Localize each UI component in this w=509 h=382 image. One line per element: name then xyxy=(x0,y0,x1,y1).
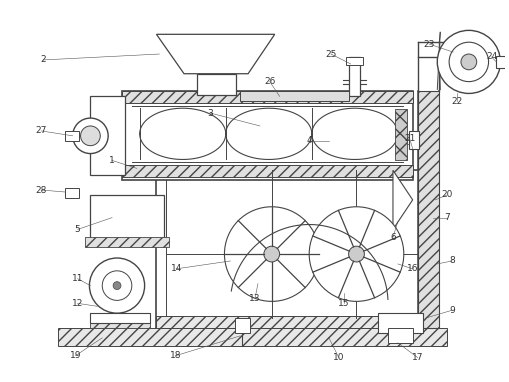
Text: 8: 8 xyxy=(449,256,455,265)
Bar xyxy=(91,96,125,175)
Text: 25: 25 xyxy=(325,50,336,58)
Bar xyxy=(235,318,250,333)
Bar xyxy=(122,165,413,177)
Text: 13: 13 xyxy=(249,294,261,303)
Bar xyxy=(156,316,428,328)
Circle shape xyxy=(437,31,500,94)
Text: 15: 15 xyxy=(338,299,350,308)
Bar xyxy=(240,91,349,101)
Bar xyxy=(65,131,78,141)
Text: 22: 22 xyxy=(451,97,463,106)
Bar xyxy=(91,313,150,328)
Bar xyxy=(91,195,164,239)
Bar xyxy=(58,328,447,346)
Bar xyxy=(86,237,169,247)
Circle shape xyxy=(80,126,100,146)
Text: 27: 27 xyxy=(36,126,47,135)
Circle shape xyxy=(113,282,121,290)
Circle shape xyxy=(309,207,404,301)
Text: 6: 6 xyxy=(390,233,396,242)
Text: 20: 20 xyxy=(441,191,453,199)
Text: 17: 17 xyxy=(412,353,423,362)
Text: 1: 1 xyxy=(109,156,115,165)
Bar xyxy=(378,313,422,333)
Bar xyxy=(388,328,413,343)
Bar xyxy=(349,57,360,96)
Polygon shape xyxy=(393,170,413,230)
Circle shape xyxy=(461,54,477,70)
Text: 5: 5 xyxy=(75,225,80,234)
Text: 24: 24 xyxy=(486,52,497,62)
Text: 21: 21 xyxy=(404,134,415,143)
Bar xyxy=(346,57,363,65)
Text: 2: 2 xyxy=(40,55,46,65)
Text: 11: 11 xyxy=(72,274,83,283)
Circle shape xyxy=(264,246,279,262)
Text: 7: 7 xyxy=(444,213,450,222)
Text: 23: 23 xyxy=(423,40,435,49)
Bar xyxy=(156,170,428,328)
Polygon shape xyxy=(156,34,275,74)
Text: 9: 9 xyxy=(449,306,455,315)
Text: 3: 3 xyxy=(208,108,213,118)
Bar xyxy=(417,170,437,328)
Circle shape xyxy=(349,246,364,262)
Circle shape xyxy=(102,271,132,300)
Bar xyxy=(91,313,150,323)
Circle shape xyxy=(90,258,145,313)
Bar xyxy=(496,56,509,68)
Text: 10: 10 xyxy=(333,353,345,362)
Circle shape xyxy=(73,118,108,154)
Circle shape xyxy=(449,42,489,82)
Text: 19: 19 xyxy=(70,351,81,360)
Text: 28: 28 xyxy=(36,186,47,194)
Text: 26: 26 xyxy=(264,77,275,86)
Bar xyxy=(197,74,236,96)
Text: 4: 4 xyxy=(306,136,312,145)
Bar xyxy=(417,91,439,328)
Text: 12: 12 xyxy=(72,299,83,308)
Text: 16: 16 xyxy=(407,264,418,274)
Bar xyxy=(122,91,413,180)
Text: 18: 18 xyxy=(171,351,182,360)
Text: 14: 14 xyxy=(171,264,182,274)
Circle shape xyxy=(224,207,319,301)
Bar xyxy=(122,91,413,103)
Bar xyxy=(65,188,78,198)
Bar xyxy=(409,131,418,149)
Bar xyxy=(395,109,407,160)
